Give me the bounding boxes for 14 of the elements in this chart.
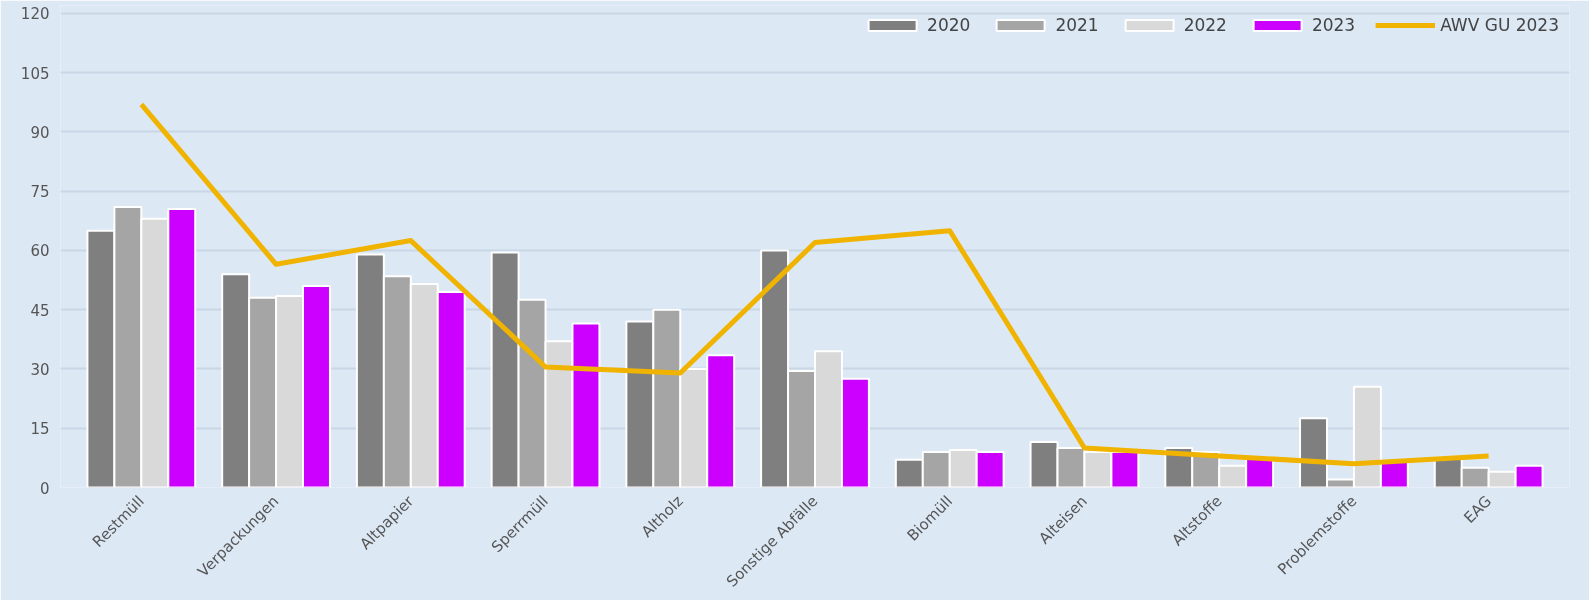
y-tick-label: 30 [30,360,50,379]
y-tick-label: 75 [30,183,50,202]
legend-label: 2020 [927,15,971,35]
legend-label: 2021 [1055,15,1099,35]
legend-label: AWV GU 2023 [1440,15,1559,35]
y-tick-label: 60 [30,242,50,261]
y-tick-label: 15 [30,420,50,439]
y-tick-label: 105 [20,64,50,83]
y-tick-label: 90 [30,123,50,142]
legend-label: 2022 [1183,15,1227,35]
y-tick-label: 0 [39,479,50,498]
legend-label: 2023 [1311,15,1356,35]
y-tick-label: 45 [30,301,50,320]
y-tick-label: 120 [20,5,50,24]
